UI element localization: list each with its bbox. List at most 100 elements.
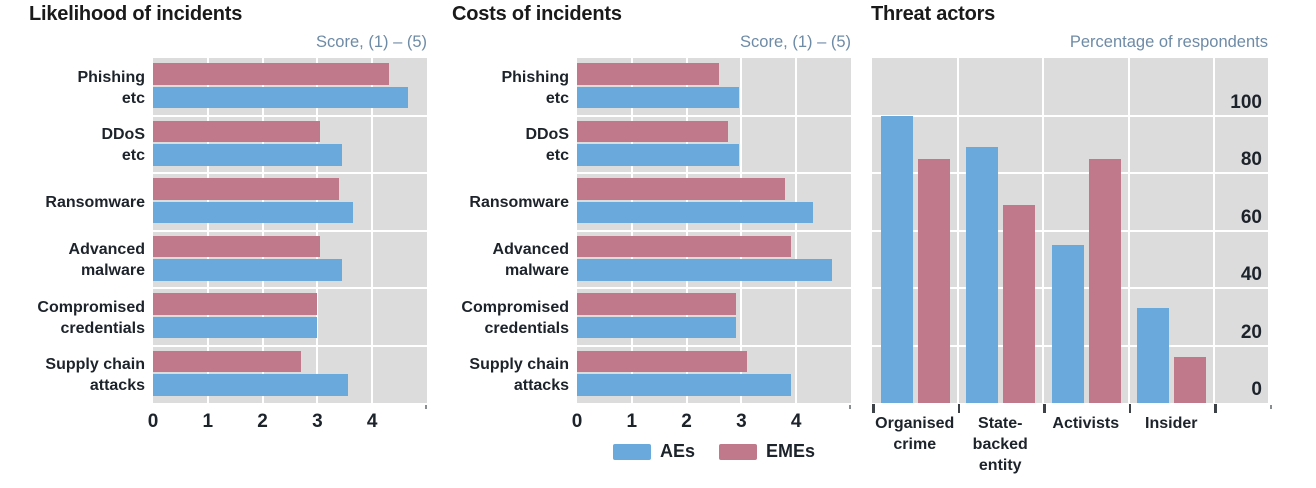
bar-aes-0 [880,115,913,403]
bar-emes-4 [153,293,318,315]
panel-subtitle-costs: Score, (1) – (5) [740,33,851,51]
gridline [577,172,851,174]
x-tick-mark [1043,404,1046,413]
legend-item-aes: AEs [612,441,695,462]
plot-area-threat-actors [872,58,1268,403]
bar-emes-3 [1174,357,1206,403]
bar-emes-0 [917,158,950,403]
bar-aes-1 [153,144,343,166]
bar-aes-3 [153,259,343,281]
y-tick-label: 100 [1230,91,1262,113]
category-label: DDoS etc [101,126,145,165]
category-label: Compromised credentials [37,298,145,337]
category-label: Advanced malware [492,241,569,280]
y-tick-label: 20 [1240,321,1262,343]
bar-aes-1 [577,144,739,166]
category-label: State-backed entity [972,415,1028,474]
category-label: Phishing etc [77,68,145,107]
gridline [577,287,851,289]
x-tick-label: 1 [626,411,638,432]
panel-subtitle-likelihood: Score, (1) – (5) [316,33,427,51]
category-label: DDoS etc [525,126,569,165]
gridline [153,229,427,232]
category-label: Compromised credentials [461,298,569,337]
gridline [153,344,427,347]
gridline [872,229,1268,232]
x-tick-label: 0 [571,411,583,432]
bar-emes-0 [577,63,720,85]
axis-end-tick [849,405,851,409]
bar-aes-0 [577,86,739,108]
gridline [1213,58,1215,403]
x-tick-mark [1128,404,1131,413]
x-tick-mark [957,404,960,413]
category-label: Activists [1052,415,1120,432]
axis-end-tick [425,405,427,409]
category-label: Insider [1145,415,1198,432]
bar-emes-4 [577,293,736,315]
x-tick-label: 1 [202,411,214,432]
legend-label-aes: AEs [659,441,695,461]
category-label: Organised crime [875,415,955,453]
bar-aes-2 [577,201,813,223]
legend-item-emes: EMEs [718,441,816,462]
bar-emes-2 [577,178,786,200]
x-tick-label: 0 [147,411,159,432]
gridline [872,172,1268,174]
bar-emes-5 [577,350,747,372]
bar-aes-1 [966,147,998,403]
bar-emes-3 [153,235,321,257]
gridline [577,229,851,232]
bar-emes-1 [1003,204,1035,403]
bar-emes-0 [153,63,389,85]
bar-aes-5 [577,374,791,396]
category-label: Supply chain attacks [45,356,145,395]
x-tick-label: 2 [681,411,692,432]
bar-aes-4 [153,316,318,338]
bar-aes-3 [1137,308,1169,403]
category-label: Phishing etc [501,68,569,107]
legend-swatch-emes [718,443,757,460]
x-tick-label: 2 [257,411,268,432]
panel-title-threat-actors: Threat actors [871,3,996,25]
x-tick-label: 4 [790,411,802,432]
legend-swatch-aes [612,443,651,460]
x-tick-label: 3 [312,411,323,432]
gridline [153,172,427,174]
plot-area-likelihood [153,58,427,403]
bar-aes-5 [153,374,348,396]
bar-aes-0 [153,86,408,108]
panel-title-costs: Costs of incidents [452,3,622,25]
category-label: Supply chain attacks [469,356,569,395]
bar-emes-3 [577,235,791,257]
gridline [1127,58,1130,403]
gridline [956,58,959,403]
bar-emes-2 [1088,158,1121,403]
axis-end-tick [1270,405,1272,409]
x-tick-mark [872,404,875,413]
bar-emes-5 [153,350,301,372]
category-label: Advanced malware [68,241,145,280]
y-tick-label: 80 [1240,149,1262,170]
legend: AEs EMEs [577,441,851,462]
gridline [577,114,851,117]
gridline [1042,58,1044,403]
y-tick-label: 40 [1240,264,1262,285]
panel-title-likelihood: Likelihood of incidents [29,3,243,25]
bar-emes-1 [577,120,728,142]
gridline [577,344,851,347]
bar-emes-2 [153,178,340,200]
bar-aes-2 [153,201,354,223]
x-tick-label: 3 [736,411,747,432]
panel-subtitle-threat-actors: Percentage of respondents [1069,33,1268,51]
category-label: Ransomware [45,194,145,212]
gridline [153,287,427,289]
gridline [872,114,1268,117]
bar-aes-2 [1051,244,1084,403]
x-tick-mark [1214,404,1217,413]
bar-aes-4 [577,316,736,338]
plot-area-costs [577,58,851,403]
y-tick-label: 0 [1251,379,1262,400]
legend-label-emes: EMEs [765,441,816,461]
